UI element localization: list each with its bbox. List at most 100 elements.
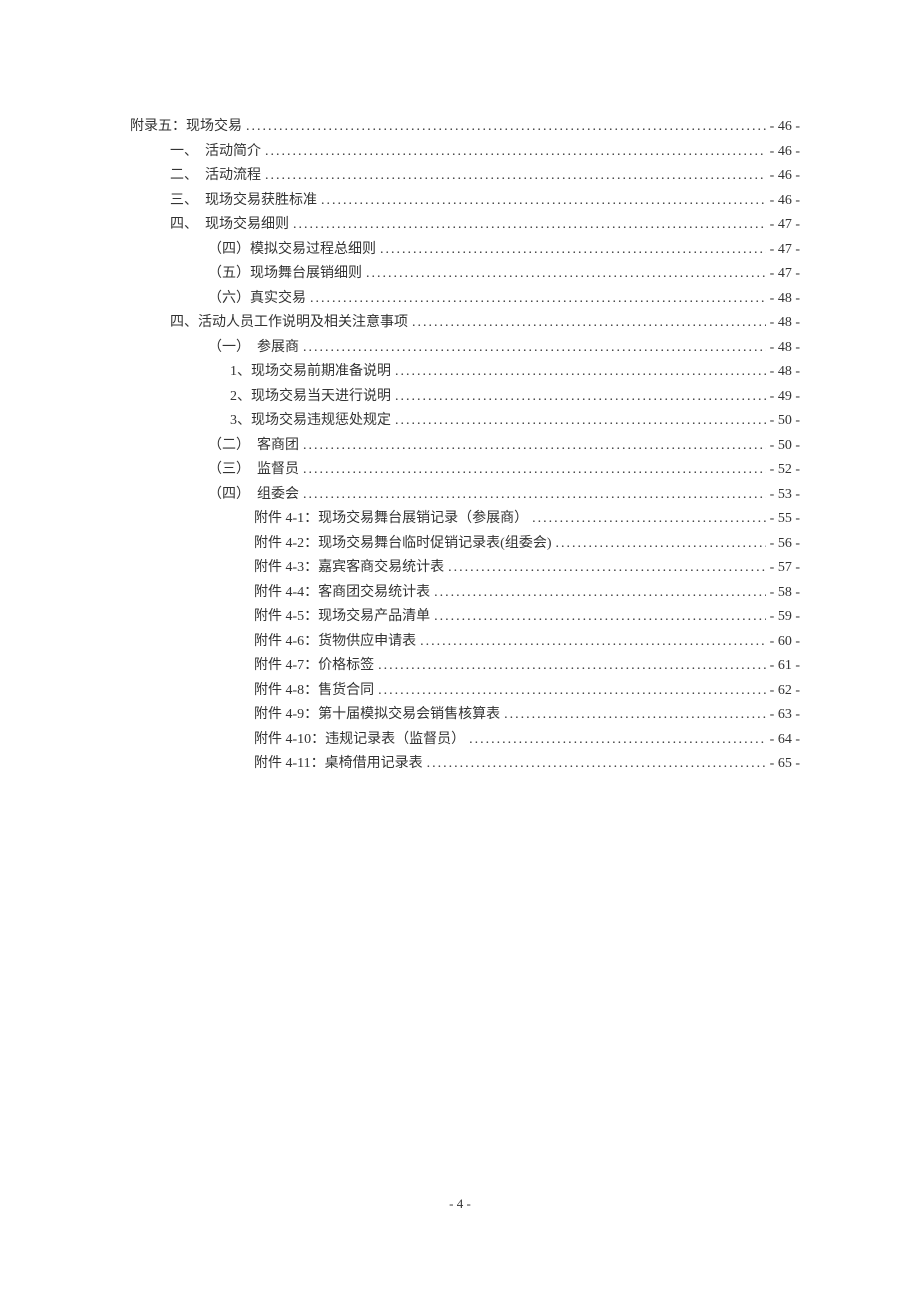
toc-entry-label: （一） 参展商 [208,336,299,361]
toc-entry: 附件 4-3：嘉宾客商交易统计表 - 57 - [130,556,800,581]
toc-entry-page: - 50 - [770,434,800,459]
toc-leader-dots [395,360,766,385]
toc-entry-page: - 61 - [770,654,800,679]
toc-entry-page: - 63 - [770,703,800,728]
page-number-footer: - 4 - [0,1196,920,1212]
toc-leader-dots [434,581,766,606]
toc-entry-label: 附件 4-6：货物供应申请表 [254,630,416,655]
toc-entry-page: - 60 - [770,630,800,655]
toc-entry-label: （四） 组委会 [208,483,299,508]
toc-entry-page: - 48 - [770,311,800,336]
toc-entry: 附件 4-8：售货合同 - 62 - [130,679,800,704]
toc-entry-label: 附件 4-2：现场交易舞台临时促销记录表(组委会) [254,532,552,557]
toc-entry: 3、现场交易违规惩处规定 - 50 - [130,409,800,434]
toc-leader-dots [246,115,766,140]
toc-entry-page: - 46 - [770,115,800,140]
toc-entry: （四） 组委会 - 53 - [130,483,800,508]
toc-entry: 四、 现场交易细则 - 47 - [130,213,800,238]
toc-entry: 附件 4-9：第十届模拟交易会销售核算表- 63 - [130,703,800,728]
toc-leader-dots [504,703,766,728]
toc-entry-page: - 62 - [770,679,800,704]
toc-entry: （四）模拟交易过程总细则- 47 - [130,238,800,263]
toc-entry: （六）真实交易 - 48 - [130,287,800,312]
toc-entry: 1、现场交易前期准备说明- 48 - [130,360,800,385]
toc-leader-dots [395,409,766,434]
toc-entry: 四、活动人员工作说明及相关注意事项- 48 - [130,311,800,336]
toc-entry-page: - 57 - [770,556,800,581]
toc-entry: 2、现场交易当天进行说明 - 49 - [130,385,800,410]
toc-entry: 附件 4-1：现场交易舞台展销记录（参展商） - 55 - [130,507,800,532]
toc-leader-dots [412,311,766,336]
toc-leader-dots [303,458,766,483]
toc-entry-label: 附件 4-8：售货合同 [254,679,374,704]
toc-leader-dots [303,336,766,361]
toc-entry-page: - 65 - [770,752,800,777]
toc-entry: 附件 4-7：价格标签 - 61 - [130,654,800,679]
toc-entry-label: 一、 活动简介 [170,140,261,165]
toc-entry-page: - 52 - [770,458,800,483]
toc-entry-page: - 64 - [770,728,800,753]
toc-leader-dots [395,385,766,410]
toc-entry: （三） 监督员 - 52 - [130,458,800,483]
toc-entry: 附件 4-6：货物供应申请表 - 60 - [130,630,800,655]
toc-leader-dots [265,140,766,165]
toc-entry-page: - 46 - [770,140,800,165]
toc-entry-page: - 46 - [770,164,800,189]
toc-entry-label: （五）现场舞台展销细则 [208,262,362,287]
toc-entry: （五）现场舞台展销细则 - 47 - [130,262,800,287]
toc-entry-page: - 58 - [770,581,800,606]
toc-entry-page: - 47 - [770,238,800,263]
toc-entry: 二、 活动流程 - 46 - [130,164,800,189]
toc-leader-dots [303,483,766,508]
toc-entry-label: 三、 现场交易获胜标准 [170,189,317,214]
toc-leader-dots [265,164,766,189]
toc-leader-dots [321,189,766,214]
toc-entry: 附件 4-10：违规记录表（监督员） - 64 - [130,728,800,753]
toc-entry-page: - 55 - [770,507,800,532]
toc-leader-dots [434,605,766,630]
toc-leader-dots [366,262,766,287]
toc-entry-page: - 47 - [770,262,800,287]
toc-entry: 三、 现场交易获胜标准 - 46 - [130,189,800,214]
toc-entry: （二） 客商团 - 50 - [130,434,800,459]
toc-entry-page: - 53 - [770,483,800,508]
toc-entry: 附录五：现场交易 - 46 - [130,115,800,140]
toc-entry: 附件 4-5：现场交易产品清单 - 59 - [130,605,800,630]
toc-leader-dots [556,532,766,557]
toc-entry-label: （六）真实交易 [208,287,306,312]
toc-entry-label: 附件 4-4：客商团交易统计表 [254,581,430,606]
toc-leader-dots [420,630,766,655]
toc-entry-label: 附件 4-1：现场交易舞台展销记录（参展商） [254,507,528,532]
toc-entry-page: - 50 - [770,409,800,434]
toc-entry-page: - 56 - [770,532,800,557]
toc-entry-page: - 48 - [770,287,800,312]
toc-entry-label: 附件 4-5：现场交易产品清单 [254,605,430,630]
toc-leader-dots [427,752,766,777]
toc-entry: 附件 4-2：现场交易舞台临时促销记录表(组委会) - 56 - [130,532,800,557]
toc-entry-label: 附件 4-7：价格标签 [254,654,374,679]
toc-entry-page: - 49 - [770,385,800,410]
toc-entry: 附件 4-4：客商团交易统计表 - 58 - [130,581,800,606]
toc-entry-page: - 48 - [770,360,800,385]
toc-leader-dots [380,238,766,263]
toc-entry-label: 二、 活动流程 [170,164,261,189]
toc-leader-dots [303,434,766,459]
toc-entry-label: 附件 4-3：嘉宾客商交易统计表 [254,556,444,581]
toc-entry-page: - 48 - [770,336,800,361]
toc-entry-label: 2、现场交易当天进行说明 [230,385,391,410]
toc-entry-label: 四、 现场交易细则 [170,213,289,238]
toc-entry-label: （三） 监督员 [208,458,299,483]
toc-entry-label: 3、现场交易违规惩处规定 [230,409,391,434]
table-of-contents: 附录五：现场交易 - 46 - 一、 活动简介 - 46 - 二、 活动流程 - 46 -… [130,115,800,777]
toc-entry-page: - 59 - [770,605,800,630]
toc-entry-label: 附录五：现场交易 [130,115,242,140]
toc-entry-page: - 46 - [770,189,800,214]
toc-entry-label: 附件 4-11：桌椅借用记录表 [254,752,423,777]
toc-entry-label: （二） 客商团 [208,434,299,459]
toc-entry-page: - 47 - [770,213,800,238]
toc-entry: 附件 4-11：桌椅借用记录表 - 65 - [130,752,800,777]
toc-entry-label: 附件 4-10：违规记录表（监督员） [254,728,465,753]
toc-leader-dots [532,507,766,532]
toc-leader-dots [469,728,766,753]
toc-leader-dots [293,213,766,238]
